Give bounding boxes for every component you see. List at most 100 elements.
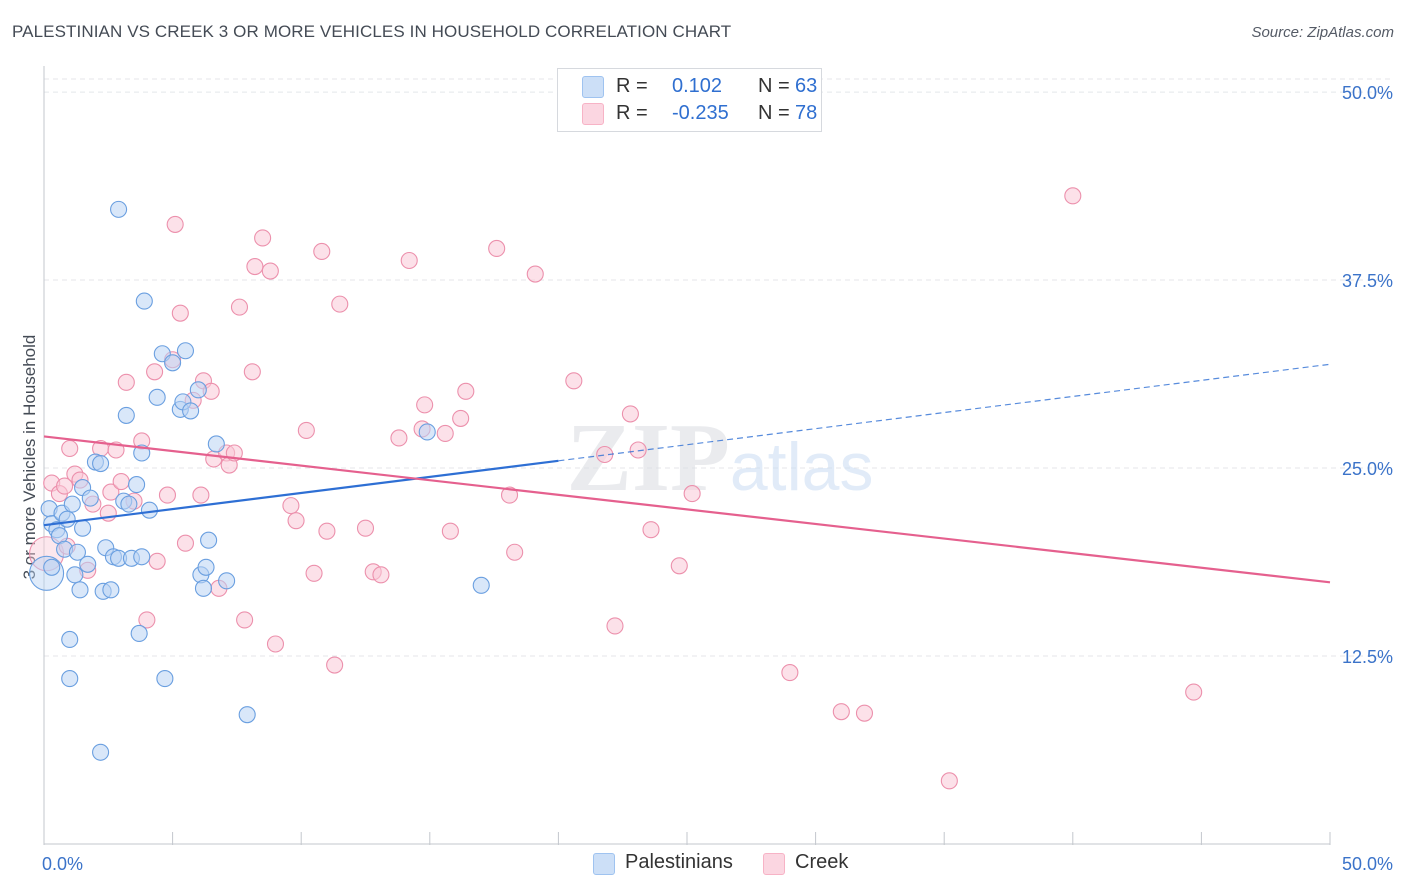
creek-point <box>372 566 390 584</box>
palestinians-trend-line <box>43 459 559 527</box>
creek-point <box>230 298 249 316</box>
palestinian-point <box>128 476 146 494</box>
palestinian-point <box>61 670 79 688</box>
palestinian-point <box>92 454 110 473</box>
creek-point <box>112 473 130 491</box>
creek-trend-line <box>43 435 1331 584</box>
x-tick-label-min: 0.0% <box>42 854 83 874</box>
y-tick-label: 37.5% <box>1342 271 1393 291</box>
palestinian-point <box>120 495 138 513</box>
creek-point <box>940 772 958 790</box>
creek-point <box>246 257 264 276</box>
palestinian-point <box>58 510 76 528</box>
creek-point <box>621 405 639 423</box>
creek-point <box>416 396 434 414</box>
palestinian-point <box>74 519 92 537</box>
palestinian-point <box>197 558 215 576</box>
n-label: N = <box>758 75 790 97</box>
creek-point <box>171 304 189 322</box>
palestinian-point <box>164 354 182 372</box>
creek-point <box>606 617 624 635</box>
palestinian-point <box>472 576 490 594</box>
creek-point <box>313 242 331 261</box>
r-label: R = <box>616 102 648 124</box>
palestinian-point <box>110 200 128 218</box>
creek-point <box>102 483 120 501</box>
palestinian-point <box>133 548 151 566</box>
creek-point <box>287 512 305 530</box>
creek-point <box>166 215 184 233</box>
palestinian-point <box>200 531 218 549</box>
n-label: N = <box>758 102 790 124</box>
creek-point <box>326 656 344 674</box>
creek-point <box>236 611 254 629</box>
palestinian-point <box>194 579 213 597</box>
palestinian-point <box>68 543 86 561</box>
creek-point <box>61 439 79 458</box>
x-tick-label-max: 50.0% <box>1342 854 1393 874</box>
creek-point <box>506 543 524 561</box>
palestinian-point <box>140 501 159 519</box>
creek-point <box>1185 683 1203 701</box>
creek-point <box>243 363 261 381</box>
palestinian-point <box>418 423 436 441</box>
creek-legend-label: Creek <box>795 851 849 873</box>
palestinian-point <box>71 581 89 599</box>
palestinian-point <box>148 388 166 406</box>
creek-point <box>488 239 506 258</box>
creek-point <box>331 295 349 313</box>
creek-point <box>297 421 315 439</box>
r-label: R = <box>616 75 648 97</box>
creek-point <box>565 372 583 390</box>
creek-point <box>436 424 454 443</box>
creek-point <box>146 363 164 381</box>
creek-point <box>356 519 375 537</box>
creek-point <box>441 522 459 540</box>
watermark-bold: ZIP <box>566 404 729 512</box>
tick-labels: 12.5% 25.0% 37.5% 50.0% 0.0% 50.0% <box>42 83 1393 874</box>
palestinian-point <box>238 706 256 724</box>
creek-point <box>390 429 408 447</box>
source-label: Source: ZipAtlas.com <box>1251 24 1394 41</box>
creek-point <box>670 557 688 575</box>
palestinian-point <box>43 558 61 576</box>
creek-point <box>266 635 285 653</box>
creek-point <box>176 534 195 552</box>
palestinians-legend-swatch <box>593 853 615 875</box>
creek-point <box>282 497 300 515</box>
y-tick-label: 12.5% <box>1342 647 1393 667</box>
creek-point <box>148 552 166 570</box>
creek-point <box>1064 187 1082 205</box>
creek-point <box>781 664 799 682</box>
palestinian-point <box>63 495 81 513</box>
y-tick-label: 25.0% <box>1342 459 1393 479</box>
palestinian-point <box>81 489 99 507</box>
correlation-legend: R = 0.102 N = 63 R = -0.235 N = 78 <box>557 68 822 132</box>
creek-point <box>158 486 177 504</box>
creek-point <box>117 373 135 391</box>
r-value: -0.235 <box>672 102 729 124</box>
creek-point <box>629 441 647 459</box>
creek-point <box>254 229 272 247</box>
palestinian-point <box>79 555 97 573</box>
palestinian-point <box>182 402 200 420</box>
creek-point <box>526 265 544 283</box>
y-tick-label: 50.0% <box>1342 83 1393 103</box>
r-value: 0.102 <box>672 75 723 97</box>
creek-point <box>56 477 74 495</box>
palestinian-point <box>218 572 236 590</box>
creek-point <box>400 251 418 270</box>
creek-swatch <box>582 103 604 125</box>
palestinian-points <box>29 200 490 761</box>
creek-point <box>500 486 519 504</box>
n-value: 78 <box>795 102 818 124</box>
palestinian-point <box>102 581 120 599</box>
palestinians-legend-label: Palestinians <box>625 851 733 873</box>
chart-title: PALESTINIAN VS CREEK 3 OR MORE VEHICLES … <box>12 22 732 41</box>
creek-point <box>832 703 850 721</box>
creek-point <box>683 485 701 503</box>
palestinian-point <box>130 624 148 643</box>
palestinian-point <box>61 630 79 649</box>
creek-point <box>305 564 323 582</box>
